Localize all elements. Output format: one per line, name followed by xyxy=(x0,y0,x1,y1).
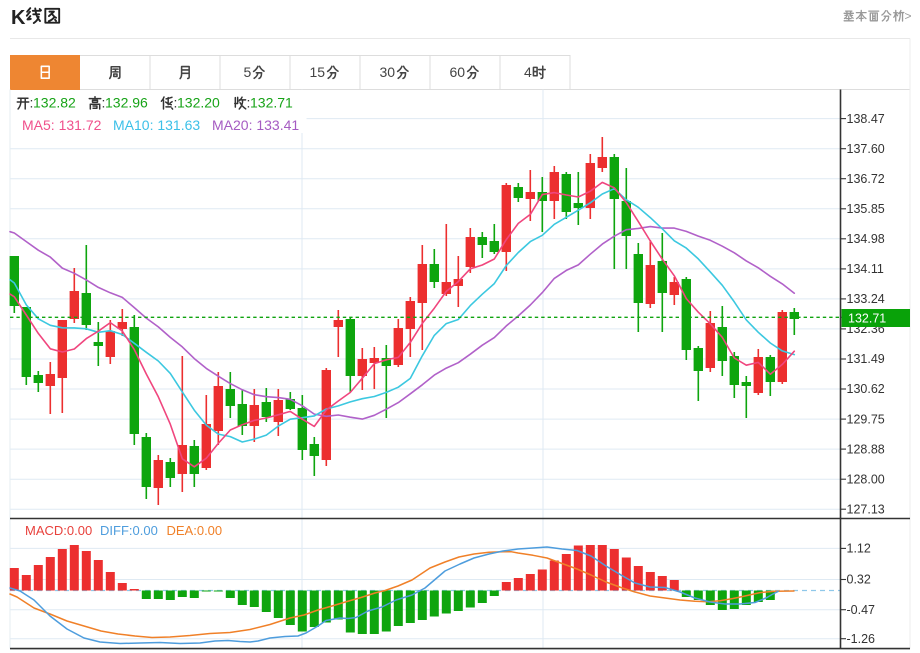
svg-text:>: > xyxy=(905,9,912,23)
svg-text:DEA:0.00: DEA:0.00 xyxy=(167,523,223,538)
svg-text::: : xyxy=(247,95,251,111)
svg-text:134.98: 134.98 xyxy=(847,232,885,246)
svg-text:128.88: 128.88 xyxy=(847,442,885,456)
svg-text:K: K xyxy=(11,7,26,29)
svg-text:134.11: 134.11 xyxy=(847,262,884,276)
svg-text:138.47: 138.47 xyxy=(847,112,885,126)
svg-text:132.20: 132.20 xyxy=(177,95,220,111)
svg-text:132.71: 132.71 xyxy=(848,311,886,325)
svg-text:15: 15 xyxy=(310,64,326,80)
svg-text:136.72: 136.72 xyxy=(847,172,885,186)
svg-text:MA10: 131.63: MA10: 131.63 xyxy=(113,117,200,133)
svg-text:30: 30 xyxy=(380,64,396,80)
svg-text:MACD:0.00: MACD:0.00 xyxy=(25,523,92,538)
svg-text:-0.47: -0.47 xyxy=(847,603,876,617)
svg-text:130.62: 130.62 xyxy=(847,382,885,396)
svg-text::: : xyxy=(174,95,178,111)
svg-text:5: 5 xyxy=(244,64,252,80)
svg-text:127.13: 127.13 xyxy=(847,503,885,517)
svg-text:132.82: 132.82 xyxy=(33,95,76,111)
svg-text::: : xyxy=(102,95,106,111)
svg-text:MA20: 133.41: MA20: 133.41 xyxy=(212,117,299,133)
svg-text:129.75: 129.75 xyxy=(847,412,885,426)
svg-text:-1.26: -1.26 xyxy=(847,632,876,646)
svg-text:4: 4 xyxy=(524,64,532,80)
svg-text:0.32: 0.32 xyxy=(847,573,871,587)
svg-text:132.96: 132.96 xyxy=(105,95,148,111)
svg-text:135.85: 135.85 xyxy=(847,202,885,216)
svg-text:137.60: 137.60 xyxy=(847,142,885,156)
svg-text::: : xyxy=(30,95,34,111)
svg-text:1.12: 1.12 xyxy=(847,542,871,556)
svg-text:131.49: 131.49 xyxy=(847,352,885,366)
svg-text:133.24: 133.24 xyxy=(847,292,885,306)
svg-text:DIFF:0.00: DIFF:0.00 xyxy=(100,523,158,538)
svg-text:132.71: 132.71 xyxy=(250,95,293,111)
svg-text:MA5: 131.72: MA5: 131.72 xyxy=(22,117,102,133)
svg-text:60: 60 xyxy=(450,64,466,80)
svg-text:128.00: 128.00 xyxy=(847,472,885,486)
